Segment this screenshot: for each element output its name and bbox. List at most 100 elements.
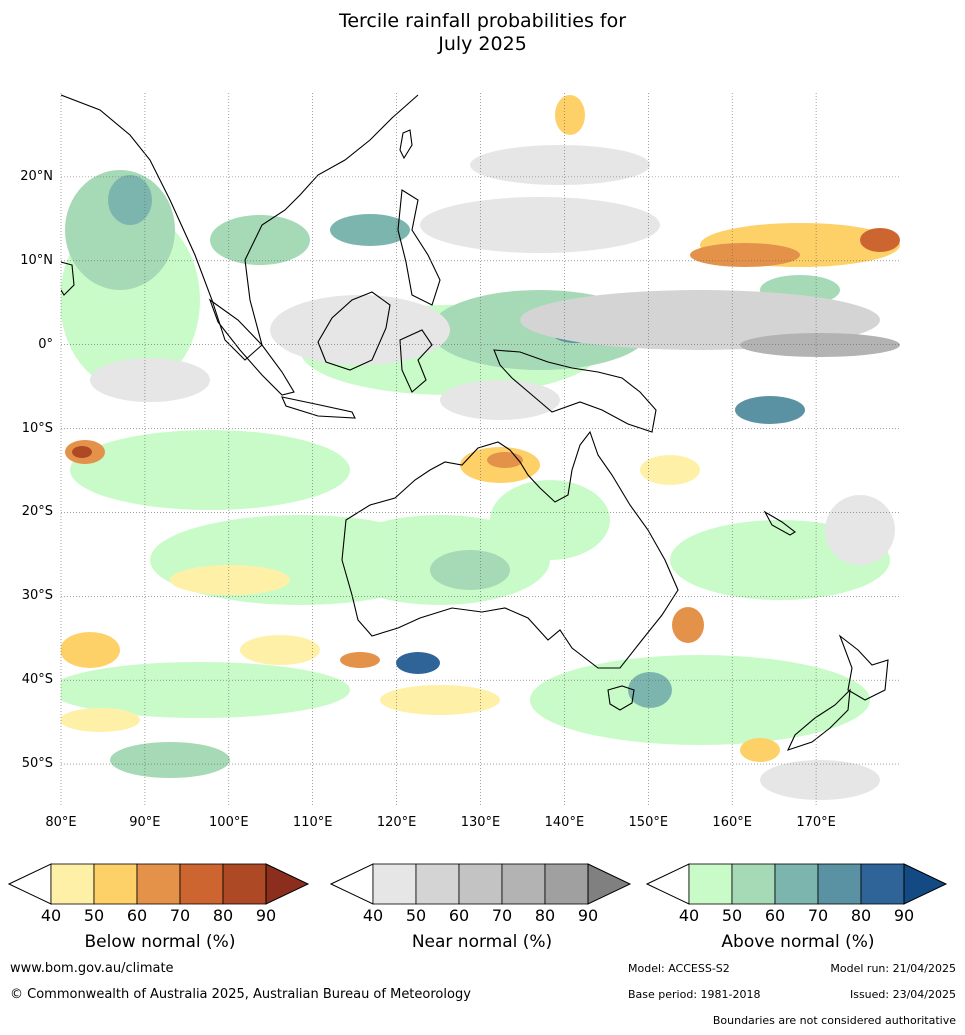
latitude-label: 20°N	[20, 168, 53, 184]
map-title: Tercile rainfall probabilities for July …	[0, 10, 965, 56]
colorbar-tick-label: 60	[448, 906, 470, 925]
probability-region	[628, 672, 672, 708]
new-caledonia-coastline	[763, 510, 796, 536]
probability-region	[420, 197, 660, 253]
new-guinea-coastline	[493, 349, 657, 433]
title-line-2: July 2025	[438, 33, 527, 55]
colorbar-tick-label: 50	[83, 906, 105, 925]
colorbar-segment	[458, 863, 503, 905]
colorbar-tick-label: 40	[362, 906, 384, 925]
rainfall-probability-map	[60, 93, 900, 806]
probability-region	[380, 685, 500, 715]
new-zealand-south-coastline	[786, 688, 851, 751]
near-normal-title: Near normal (%)	[411, 932, 553, 952]
latitude-label: 20°S	[21, 504, 53, 520]
colorbar-segment	[501, 863, 546, 905]
base-period-text: Base period: 1981-2018	[628, 988, 761, 1001]
colorbar-segment	[50, 863, 95, 905]
probability-region	[470, 145, 650, 185]
colorbar-tick-label: 90	[255, 906, 277, 925]
probability-region	[396, 652, 440, 674]
colorbar-segment	[688, 863, 733, 905]
above-normal-title: Above normal (%)	[721, 932, 875, 952]
colorbar-tick-label: 40	[678, 906, 700, 925]
colorbar-tick-label: 80	[212, 906, 234, 925]
probability-region	[61, 662, 350, 718]
sulawesi-coastline	[399, 329, 433, 393]
disclaimer-text: Boundaries are not considered authoritat…	[712, 1014, 956, 1027]
probability-region	[672, 607, 704, 643]
colorbar-segment	[415, 863, 460, 905]
colorbar-low-extend	[330, 863, 374, 905]
latitude-label: 10°N	[20, 252, 53, 268]
probability-region	[740, 333, 900, 357]
probability-region	[440, 380, 560, 420]
colorbar-tick-label: 90	[577, 906, 599, 925]
longitude-label: 130°E	[460, 815, 501, 830]
colorbar-segment	[136, 863, 181, 905]
model-run-text: Model run: 21/04/2025	[830, 962, 956, 975]
sri-lanka-coastline	[61, 261, 75, 296]
coastlines	[61, 94, 889, 751]
colorbar-tick-label: 90	[893, 906, 915, 925]
asia-mainland-coastline	[61, 94, 419, 361]
website-link[interactable]: www.bom.gov.au/climate	[10, 961, 174, 976]
tasmania-coastline	[607, 685, 635, 711]
colorbar-near-normal	[330, 863, 632, 905]
longitude-label: 110°E	[292, 815, 333, 830]
colorbar-tick-label: 70	[169, 906, 191, 925]
probability-region	[72, 446, 92, 458]
longitude-label: 100°E	[209, 815, 249, 830]
latitude-label: 50°S	[21, 756, 53, 772]
latitude-label: 10°S	[21, 420, 53, 436]
colorbar-segment	[222, 863, 267, 905]
colorbar-tick-label: 60	[126, 906, 148, 925]
colorbar-tick-label: 40	[40, 906, 62, 925]
longitude-label: 140°E	[544, 815, 585, 830]
colorbar-segment	[93, 863, 138, 905]
latitude-label: 40°S	[21, 672, 53, 688]
colorbar-low-extend	[8, 863, 52, 905]
probability-region	[740, 738, 780, 762]
below-normal-title: Below normal (%)	[84, 932, 236, 952]
probability-region	[340, 652, 380, 668]
model-text: Model: ACCESS-S2	[628, 962, 730, 975]
probability-region	[210, 215, 310, 265]
longitude-label: 170°E	[796, 815, 836, 830]
colorbar-segment	[179, 863, 224, 905]
colorbar-below-normal	[8, 863, 310, 905]
probability-region	[860, 228, 900, 252]
colorbar-tick-label: 70	[491, 906, 513, 925]
latitude-label: 0°	[38, 336, 53, 352]
taiwan-coastline	[399, 129, 413, 160]
probability-region	[61, 632, 120, 668]
colorbar-high-extend	[587, 863, 632, 905]
java-coastline	[281, 396, 356, 419]
probability-region	[555, 95, 585, 135]
issued-text: Issued: 23/04/2025	[849, 988, 956, 1001]
probability-region	[530, 655, 870, 745]
colorbar-tick-label: 60	[764, 906, 786, 925]
probability-region	[110, 742, 230, 778]
colorbar-segment	[817, 863, 862, 905]
probability-region	[825, 495, 895, 565]
colorbar-segment	[544, 863, 589, 905]
latitude-label: 30°S	[21, 588, 53, 604]
graticule	[60, 93, 900, 806]
colorbar-tick-label: 70	[807, 906, 829, 925]
philippines-coastline	[397, 189, 441, 306]
colorbar-segment	[372, 863, 417, 905]
probability-region	[61, 708, 140, 732]
colorbar-segment	[731, 863, 776, 905]
borneo-coastline	[317, 291, 391, 371]
probability-region	[70, 430, 350, 510]
longitude-label: 80°E	[45, 815, 77, 830]
probability-region	[490, 480, 610, 560]
probability-region	[690, 243, 800, 267]
probability-region	[240, 635, 320, 665]
colorbar-segment	[860, 863, 905, 905]
colorbar-above-normal	[646, 863, 948, 905]
probability-region	[760, 760, 880, 800]
colorbar-high-extend	[903, 863, 948, 905]
probability-region	[735, 396, 805, 424]
